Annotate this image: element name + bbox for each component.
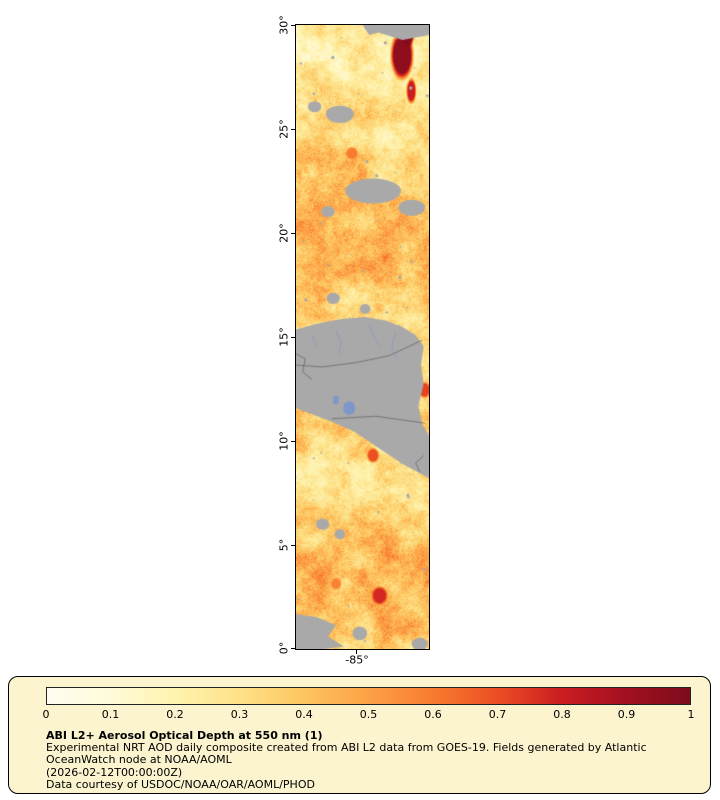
colorbar-tick-label: 0.3 [230, 708, 249, 721]
colorbar-tick-label: 0.4 [295, 708, 313, 721]
caption-timestamp: (2026-02-12T00:00:00Z) [46, 765, 183, 779]
colorbar-tick-label: 1 [687, 708, 695, 721]
colorbar-tick-label: 0.6 [424, 708, 442, 721]
y-axis-tick-label: 0° [277, 641, 291, 655]
colorbar-tick-label: 0.5 [359, 708, 378, 721]
aod-map-canvas [296, 25, 429, 649]
y-axis-tick [291, 233, 295, 234]
colorbar-tick-label: 0.7 [488, 708, 507, 721]
y-axis-tick-label: 5° [277, 538, 291, 552]
colorbar-tick-label: 0.9 [617, 708, 636, 721]
caption-title: ABI L2+ Aerosol Optical Depth at 550 nm … [46, 729, 323, 742]
colorbar-tick-label: 0.2 [166, 708, 184, 721]
x-axis-tick [356, 650, 357, 654]
y-axis-tick [291, 441, 295, 442]
caption-credit: Data courtesy of USDOC/NOAA/OAR/AOML/PHO… [46, 777, 315, 791]
y-axis-tick-label: 15° [277, 327, 291, 347]
colorbar-gradient [46, 687, 691, 705]
y-axis-tick-label: 10° [277, 431, 291, 451]
y-axis-tick [291, 545, 295, 546]
y-axis-tick [291, 25, 295, 26]
colorbar: 0 0.1 0.2 0.3 0.4 0.5 0.6 0.7 0.8 0.9 1 [42, 687, 695, 727]
caption: ABI L2+ Aerosol Optical Depth at 550 nm … [46, 729, 694, 791]
y-axis-tick-label: 30° [277, 15, 291, 35]
colorbar-tick-label: 0.8 [553, 708, 571, 721]
x-axis-tick-label: -85° [345, 653, 369, 667]
aod-map [295, 24, 430, 650]
y-axis-tick-label: 25° [277, 119, 291, 139]
caption-description: Experimental NRT AOD daily composite cre… [46, 741, 647, 767]
y-axis-tick [291, 337, 295, 338]
legend-panel: 0 0.1 0.2 0.3 0.4 0.5 0.6 0.7 0.8 0.9 1 … [8, 676, 711, 794]
colorbar-tick-label: 0.1 [101, 708, 120, 721]
y-axis-tick [291, 648, 295, 649]
y-axis-tick [291, 129, 295, 130]
colorbar-tick-label: 0 [42, 708, 50, 721]
y-axis-tick-label: 20° [277, 223, 291, 243]
